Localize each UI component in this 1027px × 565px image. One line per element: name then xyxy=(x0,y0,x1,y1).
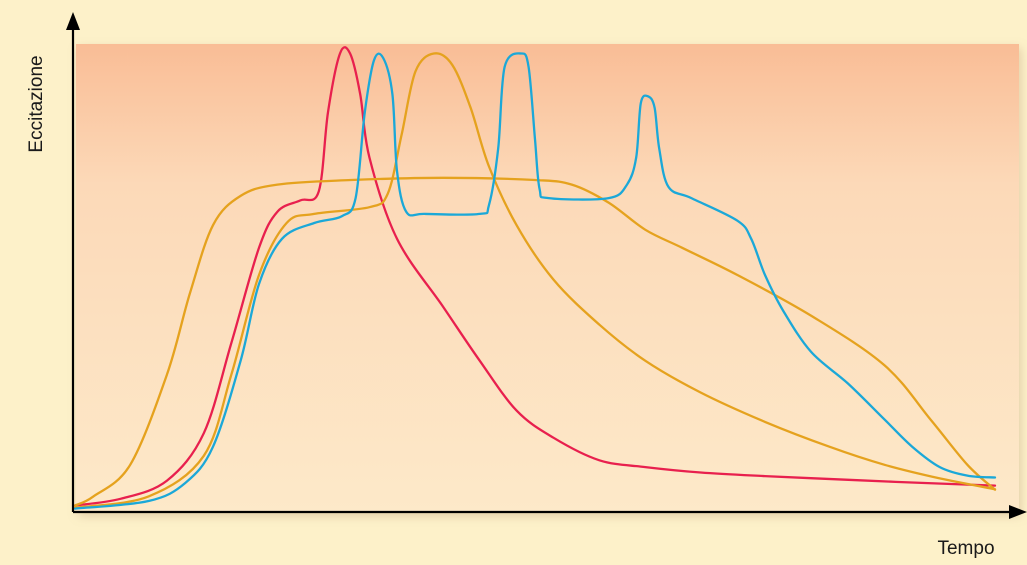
series-layer xyxy=(73,46,997,510)
axes xyxy=(66,12,1027,519)
series-line-3 xyxy=(73,52,997,509)
y-axis-label: Eccitazione xyxy=(26,55,47,152)
x-axis-label: Tempo xyxy=(937,538,994,559)
series-line-1 xyxy=(73,46,997,507)
plot-background xyxy=(76,44,1019,512)
series-line-2 xyxy=(73,176,997,507)
series-line-4 xyxy=(73,52,997,510)
y-axis-arrow-icon xyxy=(66,12,80,30)
x-axis-arrow-icon xyxy=(1009,505,1027,519)
